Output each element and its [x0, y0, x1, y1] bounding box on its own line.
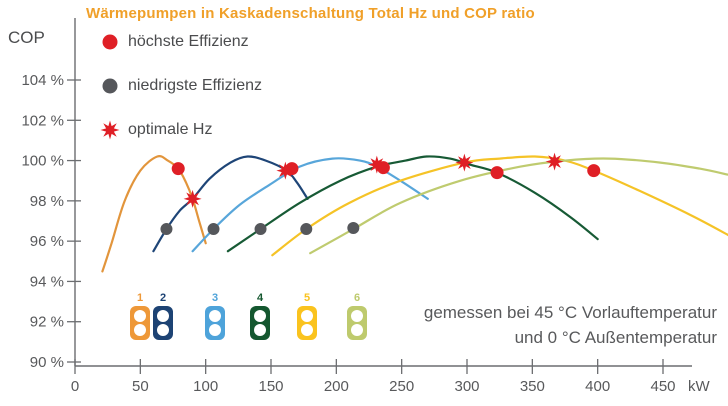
x-tick-label: 200: [324, 378, 349, 395]
highest-efficiency-marker: [171, 162, 185, 176]
x-tick-label: 150: [258, 378, 283, 395]
x-tick-label: 400: [585, 378, 610, 395]
optimal-hz-marker: [276, 161, 295, 180]
y-axis-title: COP: [8, 28, 45, 47]
highest-efficiency-marker: [490, 166, 504, 180]
lowest-efficiency-marker: [300, 223, 313, 236]
y-tick-label: 90 %: [30, 354, 64, 371]
x-axis-unit-label: kW: [688, 378, 711, 395]
y-tick-label: 94 %: [30, 273, 64, 290]
y-tick-label: 96 %: [30, 233, 64, 250]
lowest-efficiency-marker: [207, 223, 220, 236]
lowest-efficiency-marker: [347, 222, 360, 235]
x-tick-label: 450: [650, 378, 675, 395]
note-line-1: gemessen bei 45 °C Vorlauftemperatur: [423, 303, 717, 322]
series-line-6: [309, 157, 728, 255]
x-tick-label: 300: [454, 378, 479, 395]
highest-efficiency-dot-icon: [102, 34, 118, 50]
legend-label-optimale-hz: optimale Hz: [128, 121, 213, 138]
series-line-3: [191, 157, 429, 253]
optimal-hz-marker: [545, 152, 564, 171]
chart-title: Wärmepumpen in Kaskadenschaltung Total H…: [86, 5, 535, 22]
y-tick-label: 104 %: [21, 72, 64, 89]
legend-item-optimale-hz: optimale Hz: [100, 120, 262, 140]
x-tick-label: 0: [71, 378, 79, 395]
legend-item-hoechste-effizienz: höchste Effizienz: [100, 32, 262, 52]
legend-label-hoechste-effizienz: höchste Effizienz: [128, 33, 249, 50]
optimal-hz-marker: [367, 155, 386, 174]
legend-item-niedrigste-effizienz: niedrigste Effizienz: [100, 76, 262, 96]
x-tick-label: 350: [520, 378, 545, 395]
x-tick-label: 50: [132, 378, 149, 395]
series-line-4: [226, 155, 599, 253]
measurement-note: gemessen bei 45 °C Vorlauftemperatur und…: [424, 300, 717, 350]
lowest-efficiency-dot-icon: [102, 78, 118, 94]
y-tick-label: 100 %: [21, 153, 64, 170]
note-line-2: und 0 °C Außentemperatur: [514, 328, 717, 347]
highest-efficiency-marker: [587, 164, 601, 178]
optimal-hz-marker: [455, 153, 474, 172]
lowest-efficiency-marker: [254, 223, 267, 236]
y-tick-label: 98 %: [30, 193, 64, 210]
y-tick-label: 92 %: [30, 314, 64, 331]
optimal-hz-marker: [183, 189, 202, 208]
x-tick-label: 250: [389, 378, 414, 395]
chart-legend: höchste Effizienz niedrigste Effizienz o…: [100, 32, 262, 164]
x-tick-label: 100: [193, 378, 218, 395]
legend-label-niedrigste-effizienz: niedrigste Effizienz: [128, 77, 262, 94]
lowest-efficiency-marker: [160, 223, 173, 236]
series-line-1: [101, 155, 207, 273]
optimal-hz-star-icon: [100, 120, 120, 140]
series-line-5: [271, 155, 728, 257]
y-tick-label: 102 %: [21, 112, 64, 129]
